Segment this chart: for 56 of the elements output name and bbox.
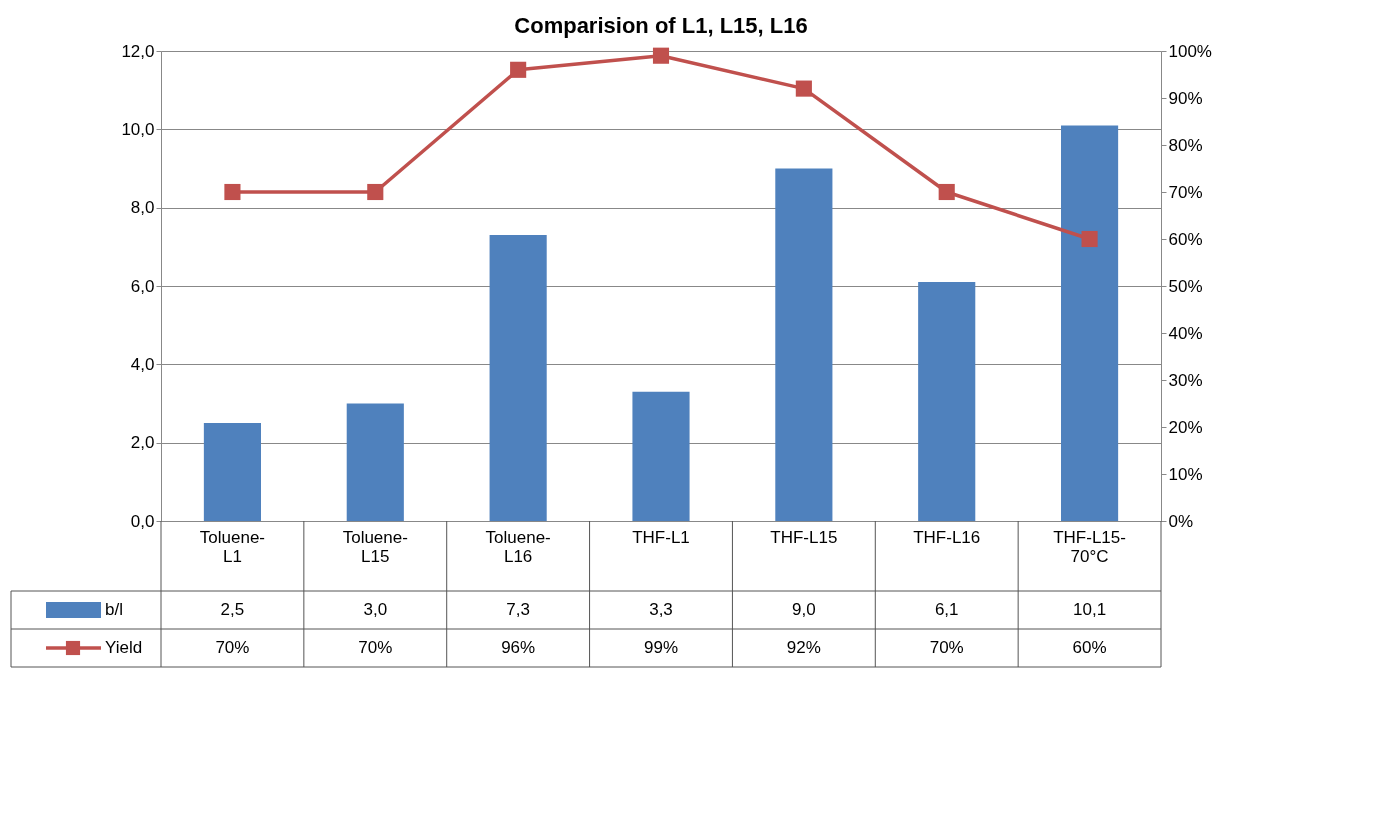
bar: [918, 282, 976, 521]
bar: [775, 168, 833, 521]
y2-tick-label: 0%: [1168, 511, 1194, 531]
x-tick-label: Toluene-L16: [485, 527, 551, 566]
y2-tick-label: 20%: [1168, 417, 1203, 437]
data-label: 60%: [1072, 638, 1107, 657]
point: [1081, 230, 1098, 248]
x-tick-label: THF-L15: [770, 527, 838, 547]
y2-tick-label: 10%: [1168, 464, 1203, 484]
y-tick-label: 12,0: [121, 41, 155, 61]
y2-tick-label: 80%: [1168, 135, 1203, 155]
legend-label: Yield: [105, 638, 143, 657]
x-tick-label: Toluene-L1: [199, 527, 266, 566]
bar: [632, 391, 690, 521]
y2-tick-label: 60%: [1168, 229, 1203, 249]
data-label: 99%: [643, 638, 679, 657]
y-tick-label: 4,0: [130, 354, 155, 374]
data-label: 6,1: [934, 600, 959, 619]
x-tick-label: THF-L15-70°C: [1053, 527, 1126, 566]
bar: [203, 423, 261, 521]
x-tick-label: THF-L1: [632, 527, 690, 547]
point: [938, 183, 955, 201]
y2-tick-label: 100%: [1168, 41, 1212, 61]
data-label: 3,3: [649, 600, 673, 619]
data-label: 70%: [929, 638, 964, 657]
chart-title: Comparision of L1, L15, L16: [514, 13, 808, 38]
data-label: 9,0: [792, 600, 816, 619]
y2-tick-label: 70%: [1168, 182, 1203, 202]
data-label: 7,3: [506, 600, 530, 619]
data-label: 2,5: [220, 600, 245, 619]
data-label: 70%: [358, 638, 393, 657]
y2-tick-label: 30%: [1168, 370, 1203, 390]
y-tick-label: 0,0: [130, 511, 155, 531]
data-label: 70%: [215, 638, 250, 657]
data-label: 10,1: [1073, 600, 1107, 619]
point: [652, 47, 670, 64]
point: [224, 183, 241, 201]
bar: [1061, 125, 1119, 521]
data-label: 92%: [786, 638, 821, 657]
legend-label: b/l: [105, 600, 123, 619]
bar: [346, 403, 404, 521]
y-tick-label: 2,0: [130, 433, 155, 453]
bar: [489, 235, 547, 521]
y-tick-label: 8,0: [130, 198, 155, 218]
point: [367, 183, 384, 201]
y-tick-label: 10,0: [121, 119, 155, 139]
point: [795, 80, 812, 97]
y2-tick-label: 50%: [1168, 276, 1203, 296]
y2-tick-label: 40%: [1168, 323, 1203, 343]
data-label: 96%: [501, 638, 536, 657]
x-tick-label: Toluene-L15: [342, 527, 408, 566]
y2-tick-label: 90%: [1168, 88, 1203, 108]
y-tick-label: 6,0: [130, 276, 155, 296]
point: [510, 61, 527, 78]
data-label: 3,0: [363, 600, 388, 619]
x-tick-label: THF-L16: [913, 527, 981, 547]
